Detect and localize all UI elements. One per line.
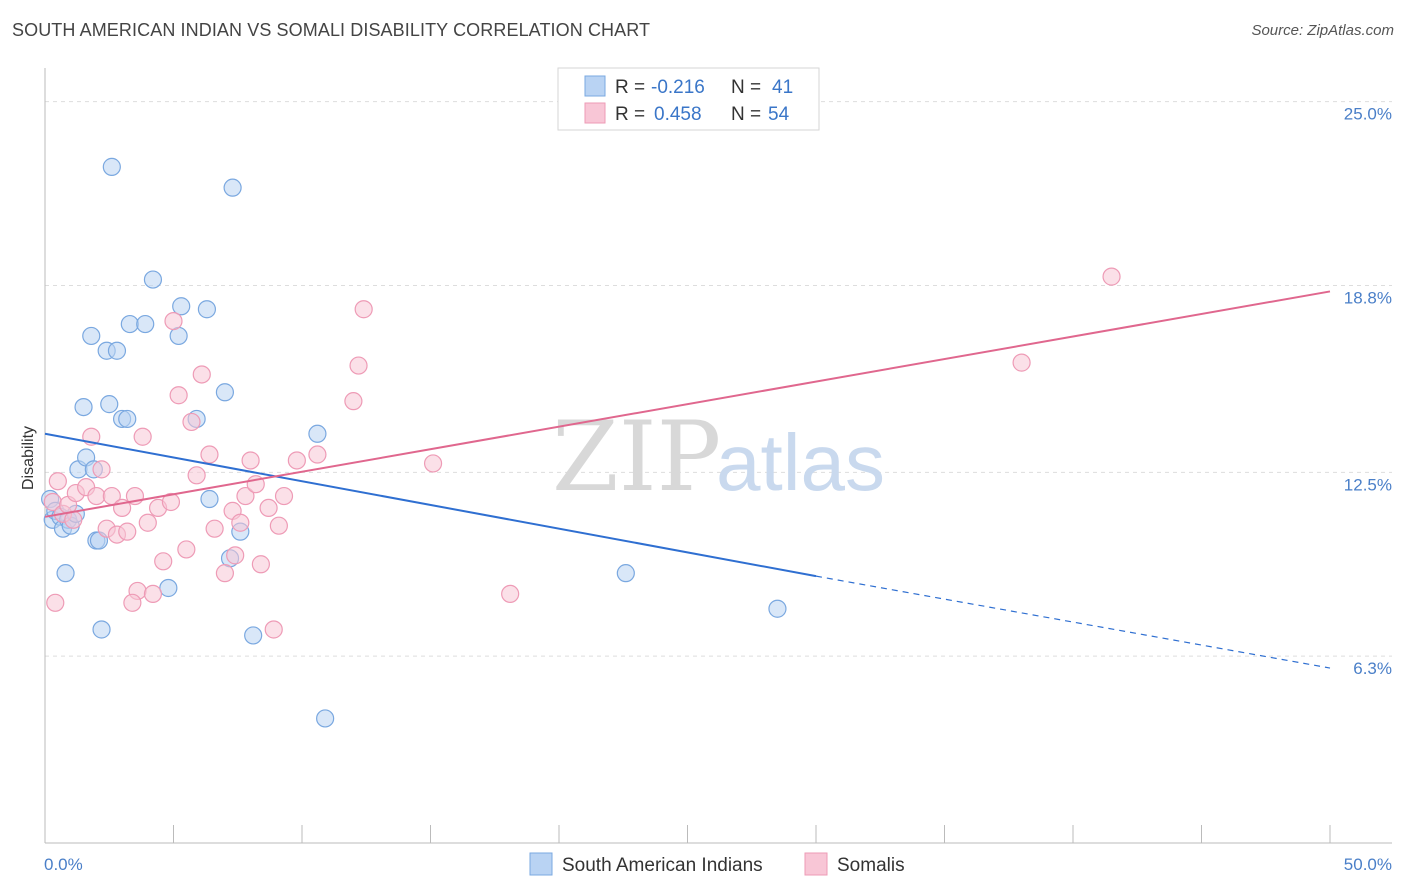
point-south-american-indian bbox=[143, 270, 163, 289]
point-somali bbox=[231, 513, 250, 532]
point-somali bbox=[192, 365, 211, 384]
chart-source: Source: ZipAtlas.com bbox=[1251, 22, 1394, 39]
point-south-american-indian bbox=[768, 599, 787, 618]
legend-r-value-2: 0.458 bbox=[654, 104, 702, 125]
point-somali bbox=[226, 546, 245, 565]
y-tick-label: 25.0% bbox=[1344, 105, 1392, 124]
trend-lines bbox=[44, 290, 1331, 669]
point-south-american-indian bbox=[74, 397, 93, 417]
point-somali bbox=[1102, 267, 1121, 286]
legend-swatch-pink bbox=[584, 102, 606, 124]
point-somali bbox=[264, 620, 283, 639]
point-somali bbox=[205, 519, 224, 538]
point-south-american-indian bbox=[118, 409, 137, 429]
chart-title: SOUTH AMERICAN INDIAN VS SOMALI DISABILI… bbox=[12, 20, 651, 40]
watermark: ZIP atlas bbox=[552, 401, 885, 513]
point-south-american-indian bbox=[244, 626, 263, 645]
trend-line-somalis bbox=[44, 290, 1331, 518]
point-somali bbox=[354, 300, 373, 319]
series-legend-swatch-pink bbox=[804, 852, 828, 876]
point-somali bbox=[118, 522, 137, 541]
point-somali bbox=[87, 486, 106, 506]
point-somali bbox=[123, 593, 142, 612]
point-somali bbox=[161, 492, 181, 512]
point-south-american-indian bbox=[215, 383, 234, 402]
point-south-american-indian bbox=[616, 564, 635, 583]
point-somali bbox=[133, 427, 152, 446]
point-somali bbox=[423, 454, 443, 473]
point-south-american-indian bbox=[159, 578, 178, 598]
series-legend-label-pink: Somalis bbox=[837, 855, 905, 876]
point-somali bbox=[143, 584, 163, 604]
trend-line-south-american-indians bbox=[44, 432, 817, 578]
point-south-american-indian bbox=[172, 297, 191, 316]
axes bbox=[44, 68, 1392, 844]
point-somali bbox=[164, 311, 183, 331]
legend-n-value-1: 41 bbox=[772, 77, 793, 98]
point-somali bbox=[200, 445, 219, 464]
point-somali bbox=[344, 392, 363, 411]
point-somali bbox=[1012, 353, 1031, 372]
x-tick-label: 0.0% bbox=[44, 855, 83, 874]
point-south-american-indian bbox=[102, 157, 121, 176]
series-legend-label-blue: South American Indians bbox=[562, 855, 763, 876]
point-somali bbox=[215, 564, 234, 583]
point-south-american-indian bbox=[316, 709, 335, 728]
point-south-american-indian bbox=[120, 314, 139, 334]
y-tick-label: 18.8% bbox=[1344, 289, 1392, 308]
legend-n-label-2: N = bbox=[731, 104, 761, 125]
point-south-american-indian bbox=[107, 341, 127, 360]
point-somali bbox=[274, 486, 294, 506]
point-somali bbox=[92, 460, 111, 479]
point-south-american-indian bbox=[100, 395, 119, 414]
point-somali bbox=[187, 466, 206, 485]
series-legend-swatch-blue bbox=[529, 852, 553, 876]
point-somali bbox=[182, 412, 201, 432]
stats-legend: R = -0.216 N = 41 R = 0.458 N = 54 bbox=[557, 67, 820, 131]
point-south-american-indian bbox=[197, 300, 217, 319]
point-somali bbox=[46, 593, 65, 612]
y-axis-label: Disability bbox=[20, 426, 37, 490]
legend-r-label-2: R = bbox=[615, 104, 645, 125]
point-somali bbox=[259, 498, 278, 518]
point-somali bbox=[154, 552, 173, 571]
point-south-american-indian bbox=[136, 314, 155, 334]
y-tick-label: 6.3% bbox=[1353, 659, 1392, 678]
point-south-american-indian bbox=[92, 620, 111, 639]
x-tick-label: 50.0% bbox=[1344, 855, 1392, 874]
point-somali bbox=[349, 356, 368, 375]
tick-labels: 6.3% 12.5% 18.8% 25.0% 0.0% 50.0% bbox=[44, 105, 1392, 874]
legend-n-value-2: 54 bbox=[768, 104, 790, 125]
legend-swatch-blue bbox=[584, 75, 606, 97]
point-somali bbox=[269, 516, 288, 535]
y-tick-label: 12.5% bbox=[1344, 475, 1392, 494]
point-south-american-indian bbox=[82, 326, 101, 346]
data-points bbox=[41, 157, 1121, 728]
point-south-american-indian bbox=[200, 489, 219, 509]
trend-line-south-american-indians-extrapolated bbox=[815, 575, 1331, 669]
legend-r-value-1: -0.216 bbox=[651, 77, 705, 98]
watermark-atlas: atlas bbox=[716, 418, 885, 507]
legend-n-label-1: N = bbox=[731, 77, 761, 98]
point-somali bbox=[169, 386, 188, 405]
point-somali bbox=[48, 472, 67, 491]
point-south-american-indian bbox=[223, 178, 242, 197]
grid-lines bbox=[45, 101, 1392, 657]
point-somali bbox=[138, 513, 157, 532]
point-south-american-indian bbox=[56, 564, 75, 583]
point-south-american-indian bbox=[308, 424, 327, 443]
point-somali bbox=[308, 445, 327, 464]
point-somali bbox=[241, 451, 260, 470]
series-legend: South American Indians Somalis bbox=[529, 852, 905, 876]
point-somali bbox=[177, 540, 196, 559]
point-somali bbox=[251, 555, 270, 574]
point-somali bbox=[236, 486, 255, 506]
legend-r-label-1: R = bbox=[615, 77, 645, 98]
point-somali bbox=[287, 451, 306, 470]
watermark-zip: ZIP bbox=[552, 401, 721, 513]
point-somali bbox=[501, 584, 520, 604]
